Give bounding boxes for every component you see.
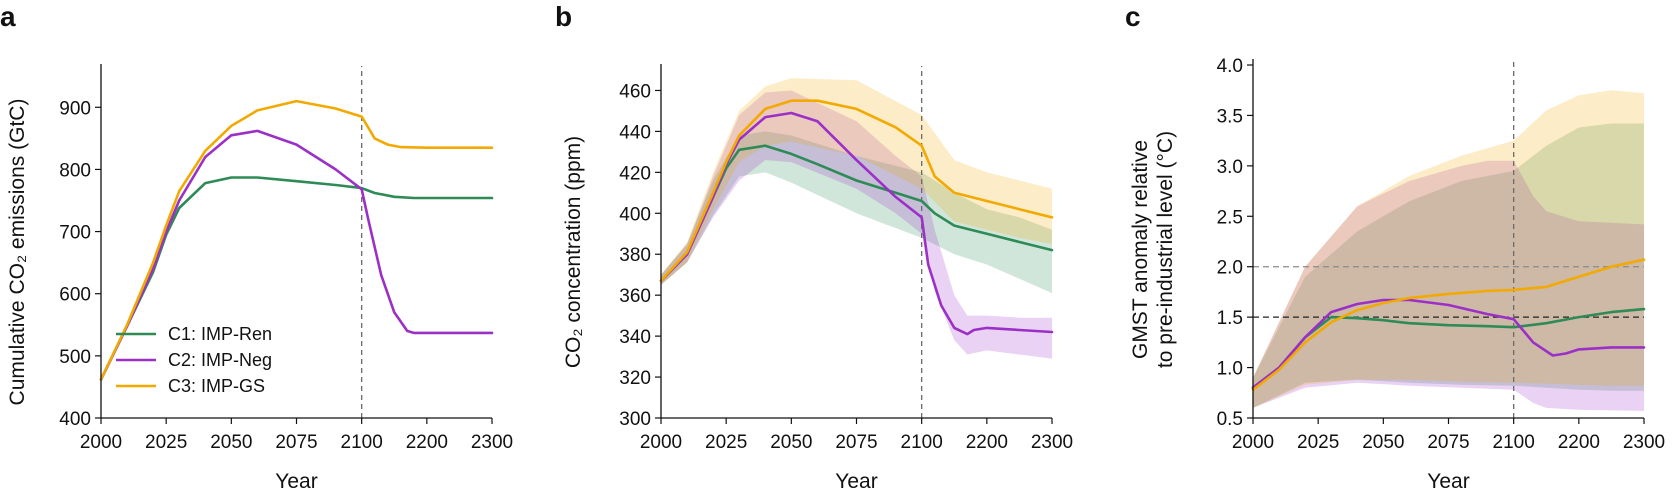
y-tick-label-b-320: 320 <box>619 368 651 389</box>
panel-letter-b: b <box>555 1 572 32</box>
band-c-c3 <box>1253 90 1644 408</box>
y-tick-label-a-600: 600 <box>59 285 91 306</box>
x-tick-label-b-2000: 2000 <box>640 432 682 453</box>
band-c-c2 <box>1253 160 1644 411</box>
y-tick-label-b-300: 300 <box>619 409 651 430</box>
panel-letter-a: a <box>0 1 16 32</box>
y-tick-label-a-700: 700 <box>59 223 91 244</box>
y-tick-label-c-2-5: 2.5 <box>1217 207 1243 228</box>
y-tick-label-c-0-5: 0.5 <box>1217 409 1243 430</box>
y-tick-label-c-3-5: 3.5 <box>1217 106 1243 127</box>
series-line-a-c2 <box>99 129 494 381</box>
x-tick-label-b-2075: 2075 <box>835 432 877 453</box>
y-tick-label-c-3-0: 3.0 <box>1217 157 1243 178</box>
x-axis-title-a: Year <box>275 470 317 493</box>
y-tick-label-c-2-0: 2.0 <box>1217 258 1243 279</box>
y-axis-title-c-line1: GMST anomaly relative <box>1129 140 1152 359</box>
series-line-a-c1 <box>99 176 494 381</box>
series-lines-layer <box>99 99 1646 392</box>
legend-label-c3: C3: IMP-GS <box>168 376 265 396</box>
x-tick-label-a-2025: 2025 <box>145 432 187 453</box>
series-line-a-c3 <box>99 99 494 381</box>
y-axis-title-b: CO₂ concentration (ppm) <box>562 136 585 368</box>
series-line-c-c3 <box>1251 258 1646 392</box>
series-line-b-c3 <box>659 99 1054 283</box>
x-tick-label-b-2050: 2050 <box>770 432 812 453</box>
x-tick-label-a-2050: 2050 <box>210 432 252 453</box>
y-tick-label-c-1-5: 1.5 <box>1217 308 1243 329</box>
y-tick-label-b-340: 340 <box>619 327 651 348</box>
y-tick-label-b-420: 420 <box>619 163 651 184</box>
y-axis-title-a: Cumulative CO₂ emissions (GtC) <box>6 99 29 406</box>
y-tick-label-c-1-0: 1.0 <box>1217 359 1243 380</box>
x-tick-label-c-2200: 2200 <box>1558 432 1600 453</box>
panel-letter-c: c <box>1125 1 1141 32</box>
x-tick-label-b-2025: 2025 <box>705 432 747 453</box>
series-line-c-c2 <box>1251 298 1646 389</box>
y-tick-label-b-400: 400 <box>619 204 651 225</box>
y-tick-label-c-4-0: 4.0 <box>1217 56 1243 77</box>
y-tick-label-a-900: 900 <box>59 98 91 119</box>
band-c-c1 <box>1253 123 1644 408</box>
x-tick-label-a-2100: 2100 <box>341 432 383 453</box>
x-tick-label-a-2200: 2200 <box>406 432 448 453</box>
band-b-c2 <box>661 90 1052 359</box>
legend-label-c1: C1: IMP-Ren <box>168 324 272 344</box>
axes-layer <box>95 59 1645 424</box>
x-tick-label-a-2000: 2000 <box>80 432 122 453</box>
y-tick-label-b-440: 440 <box>619 122 651 143</box>
x-tick-label-b-2200: 2200 <box>966 432 1008 453</box>
x-axis-title-c: Year <box>1427 470 1469 493</box>
legend-label-c2: C2: IMP-Neg <box>168 350 272 370</box>
x-tick-label-c-2025: 2025 <box>1297 432 1339 453</box>
uncertainty-bands-layer <box>661 78 1644 411</box>
band-b-c3 <box>661 78 1052 285</box>
y-tick-label-b-360: 360 <box>619 286 651 307</box>
y-tick-label-a-500: 500 <box>59 347 91 368</box>
y-tick-label-b-460: 460 <box>619 81 651 102</box>
band-b-c1 <box>661 131 1052 294</box>
x-tick-label-b-2100: 2100 <box>901 432 943 453</box>
x-tick-label-b-2300: 2300 <box>1031 432 1073 453</box>
x-tick-label-a-2075: 2075 <box>275 432 317 453</box>
x-tick-label-c-2000: 2000 <box>1232 432 1274 453</box>
x-tick-label-c-2075: 2075 <box>1427 432 1469 453</box>
y-tick-label-b-380: 380 <box>619 245 651 266</box>
y-tick-label-a-800: 800 <box>59 160 91 181</box>
x-tick-label-c-2050: 2050 <box>1362 432 1404 453</box>
x-tick-label-c-2100: 2100 <box>1493 432 1535 453</box>
x-tick-label-a-2300: 2300 <box>471 432 513 453</box>
x-axis-title-b: Year <box>835 470 877 493</box>
y-tick-label-a-400: 400 <box>59 409 91 430</box>
x-tick-label-c-2300: 2300 <box>1623 432 1665 453</box>
y-axis-title-c-line2: to pre-industrial level (°C) <box>1154 131 1177 368</box>
